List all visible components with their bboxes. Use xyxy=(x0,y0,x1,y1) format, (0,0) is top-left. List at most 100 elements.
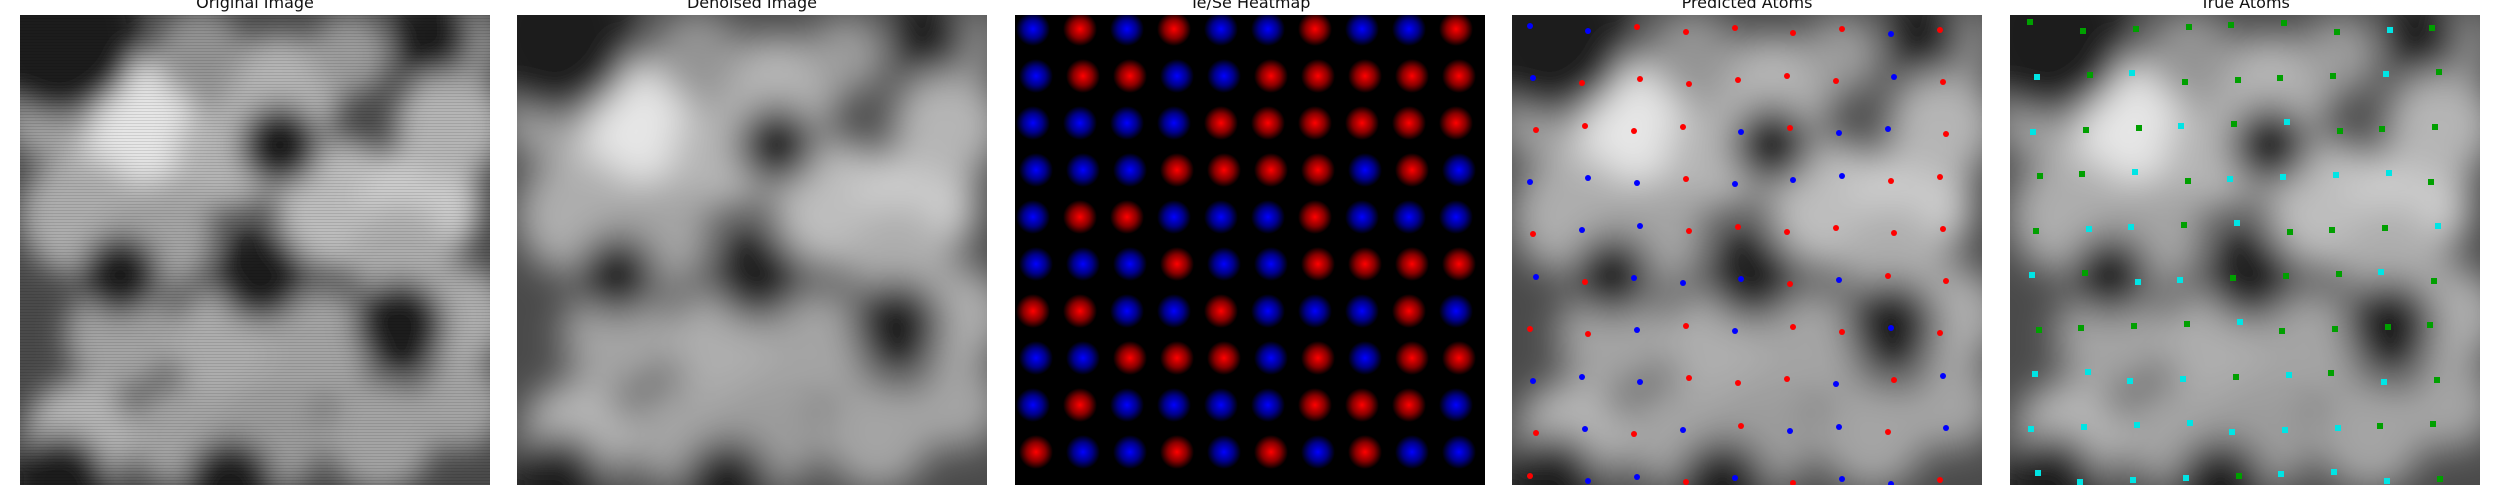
scan-line xyxy=(20,132,490,133)
scan-line xyxy=(20,138,490,139)
scan-line xyxy=(20,144,490,145)
scan-line xyxy=(20,258,490,259)
true-se-atom-marker xyxy=(2085,369,2091,375)
true-se-atom-marker xyxy=(2178,123,2184,129)
true-se-atom-marker xyxy=(2135,279,2141,285)
scan-line xyxy=(20,153,490,154)
te-atom-marker xyxy=(1885,273,1891,279)
true-te-atom-marker xyxy=(2233,374,2239,380)
te-heatmap-spot xyxy=(1442,247,1476,281)
se-heatmap-spot xyxy=(1392,200,1426,234)
scan-line xyxy=(20,438,490,439)
true-se-atom-marker xyxy=(2028,426,2034,432)
scan-line xyxy=(20,477,490,478)
scan-line xyxy=(20,324,490,325)
te-heatmap-spot xyxy=(1392,388,1426,422)
scan-line xyxy=(20,393,490,394)
se-heatmap-spot xyxy=(1160,59,1194,93)
scan-line xyxy=(20,183,490,184)
intensity-blob xyxy=(155,15,245,100)
te-atom-marker xyxy=(1784,376,1790,382)
scan-line xyxy=(20,27,490,28)
se-atom-marker xyxy=(1833,381,1839,387)
te-heatmap-spot xyxy=(1160,435,1194,469)
te-heatmap-spot xyxy=(1110,200,1144,234)
te-heatmap-spot xyxy=(1301,153,1335,187)
true-te-atom-marker xyxy=(2437,476,2443,482)
te-heatmap-spot xyxy=(1019,435,1053,469)
intensity-blob xyxy=(807,15,887,95)
te-heatmap-spot xyxy=(1301,247,1335,281)
scan-line xyxy=(20,444,490,445)
true-te-atom-marker xyxy=(2377,423,2383,429)
se-atom-marker xyxy=(1527,23,1533,29)
intensity-blob xyxy=(2405,360,2480,450)
true-se-atom-marker xyxy=(2234,220,2240,226)
te-atom-marker xyxy=(1940,79,1946,85)
se-heatmap-spot xyxy=(1157,388,1191,422)
dark-region xyxy=(355,280,445,370)
scan-line xyxy=(20,330,490,331)
scan-line xyxy=(20,261,490,262)
panel-title: Predicted Atoms xyxy=(1681,0,1813,12)
se-atom-marker xyxy=(1631,275,1637,281)
dark-region xyxy=(215,230,305,320)
panel-predicted: Predicted Atoms xyxy=(1512,0,1982,500)
intensity-blob xyxy=(912,360,987,450)
se-heatmap-spot xyxy=(1019,341,1053,375)
te-atom-marker xyxy=(1631,431,1637,437)
scan-line xyxy=(20,480,490,481)
dark-region xyxy=(80,235,160,315)
scan-line xyxy=(20,288,490,289)
scan-line xyxy=(20,300,490,301)
scan-line xyxy=(20,162,490,163)
scan-line xyxy=(20,384,490,385)
intensity-blob xyxy=(265,290,375,400)
se-heatmap-spot xyxy=(1019,59,1053,93)
scan-line xyxy=(20,66,490,67)
scan-line xyxy=(20,90,490,91)
scan-line xyxy=(20,216,490,217)
original-image xyxy=(20,15,490,485)
se-heatmap-spot xyxy=(1345,294,1379,328)
se-atom-marker xyxy=(1732,181,1738,187)
scan-line xyxy=(20,147,490,148)
se-heatmap-spot xyxy=(1157,294,1191,328)
scan-line xyxy=(20,15,490,16)
true-se-atom-marker xyxy=(2034,74,2040,80)
se-heatmap-spot xyxy=(1348,341,1382,375)
true-te-atom-marker xyxy=(2231,121,2237,127)
se-heatmap-spot xyxy=(1016,106,1050,140)
scan-line xyxy=(20,312,490,313)
scan-line xyxy=(20,297,490,298)
scan-line xyxy=(20,435,490,436)
dark-region xyxy=(185,440,275,485)
true-te-atom-marker xyxy=(2235,77,2241,83)
intensity-blob xyxy=(892,70,987,180)
intensity-blob xyxy=(1647,15,1737,100)
dark-region xyxy=(712,230,802,320)
intensity-blob xyxy=(562,280,672,390)
scan-line xyxy=(20,195,490,196)
te-heatmap-spot xyxy=(1392,106,1426,140)
scan-line xyxy=(20,75,490,76)
te-heatmap-spot xyxy=(1301,341,1335,375)
true-te-atom-marker xyxy=(2330,73,2336,79)
se-heatmap-spot xyxy=(1348,153,1382,187)
te-heatmap-spot xyxy=(1395,59,1429,93)
true-se-atom-marker xyxy=(2387,27,2393,33)
se-atom-marker xyxy=(1637,379,1643,385)
scan-line xyxy=(20,411,490,412)
scan-line xyxy=(20,243,490,244)
true-te-atom-marker xyxy=(2430,421,2436,427)
scan-line xyxy=(20,237,490,238)
se-heatmap-spot xyxy=(1066,153,1100,187)
te-heatmap-spot xyxy=(1395,247,1429,281)
te-heatmap-spot xyxy=(1439,15,1473,46)
true-se-atom-marker xyxy=(2177,277,2183,283)
se-atom-marker xyxy=(1836,277,1842,283)
scan-line xyxy=(20,291,490,292)
te-heatmap-spot xyxy=(1160,247,1194,281)
se-heatmap-spot xyxy=(1251,15,1285,46)
scan-line xyxy=(20,189,490,190)
